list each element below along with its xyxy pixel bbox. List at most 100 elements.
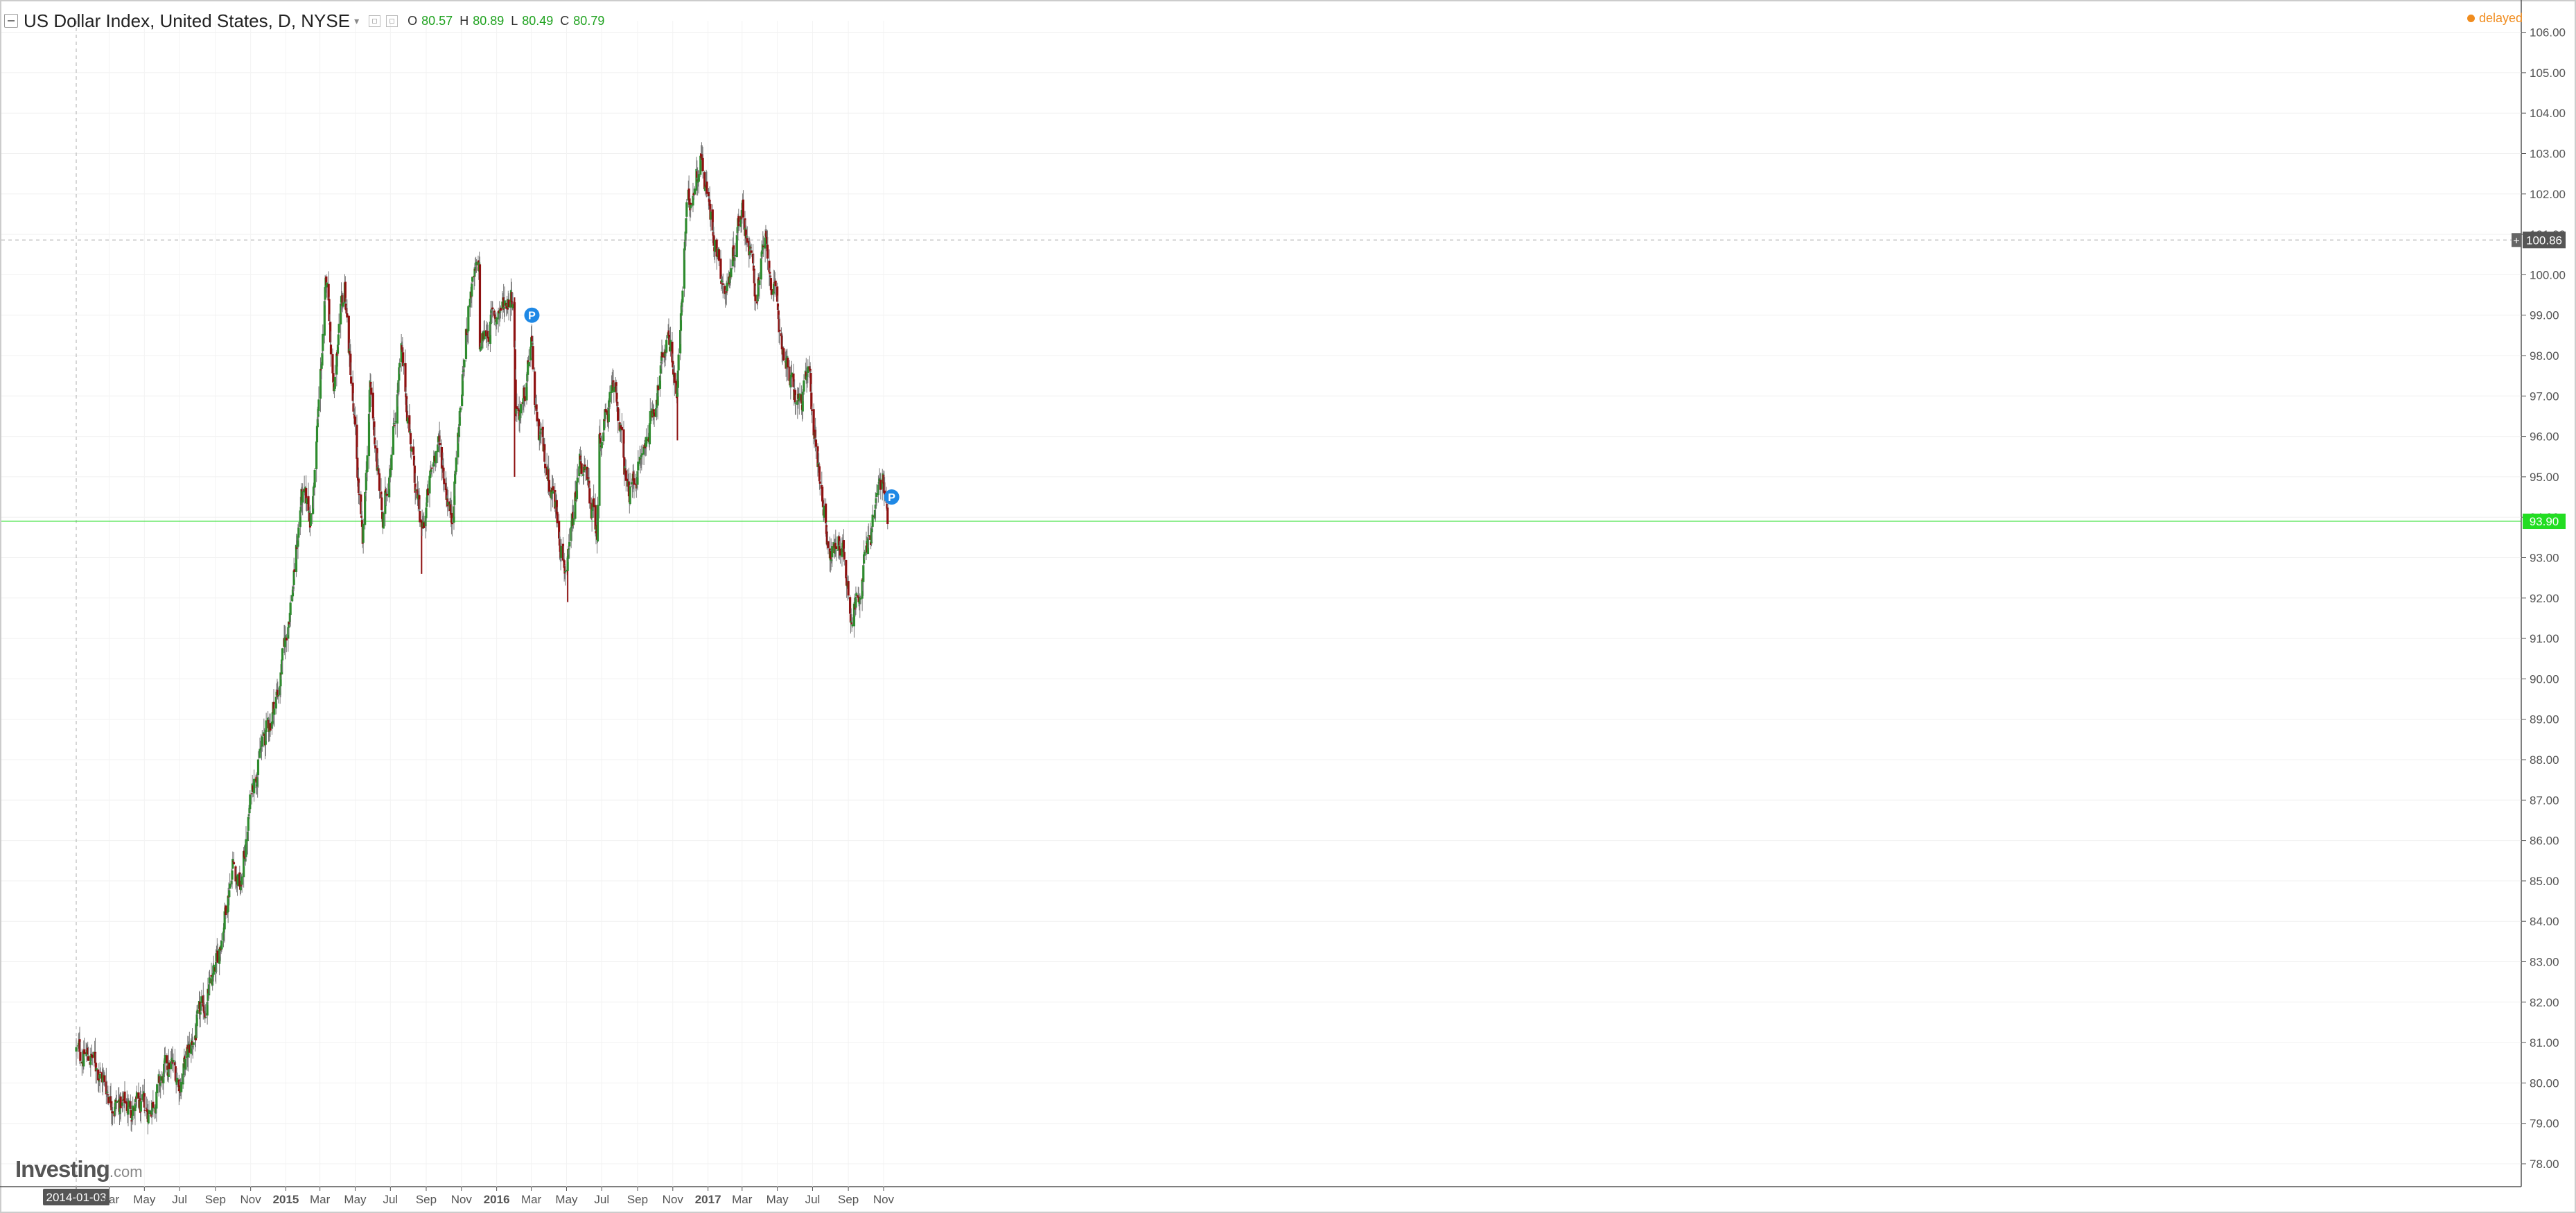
chart-title[interactable]: US Dollar Index, United States, D, NYSE (24, 10, 351, 31)
candle-up (199, 1011, 202, 1015)
collapse-legend-button[interactable] (4, 14, 18, 28)
candle-down (556, 512, 559, 523)
settings-icon[interactable] (369, 15, 381, 27)
candle-down (769, 278, 773, 290)
candle-down (188, 1044, 191, 1053)
candle-up (850, 620, 852, 623)
candle-down (202, 1005, 205, 1012)
candle-down (518, 410, 520, 420)
candle-up (866, 538, 870, 555)
candle-down (232, 860, 235, 862)
candle-down (544, 464, 547, 469)
candle-up (98, 1073, 101, 1079)
candle-down (166, 1065, 169, 1070)
crosshair-date-badge (43, 1189, 109, 1205)
candle-up (315, 441, 318, 469)
candle-down (94, 1063, 97, 1072)
candle-up (336, 344, 340, 354)
candle-up (139, 1101, 142, 1112)
current-price-badge (2523, 514, 2566, 530)
candle-up (362, 523, 365, 543)
candle-down (825, 503, 827, 524)
candle-up (570, 527, 572, 541)
candle-up (89, 1055, 92, 1065)
candle-up (758, 280, 761, 286)
candle-down (818, 464, 821, 466)
candle-up (525, 383, 528, 401)
y-tick-label: 103.00 (2530, 148, 2566, 161)
candle-up (458, 411, 461, 426)
candle-down (356, 457, 359, 478)
candle-up (338, 324, 340, 333)
crosshair-plus-icon[interactable] (2512, 233, 2521, 247)
candle-down (380, 491, 383, 498)
candle-up (773, 283, 776, 294)
candle-up (539, 431, 542, 435)
x-tick-label: May (344, 1193, 367, 1206)
candle-up (638, 456, 641, 464)
candle-up (699, 155, 702, 175)
candle-up (496, 317, 498, 325)
candle-up (760, 252, 763, 257)
candle-up (95, 1068, 98, 1071)
candle-up (195, 1024, 198, 1038)
marker-p-icon[interactable] (524, 307, 540, 323)
candle-up (677, 354, 680, 371)
candle-up (292, 570, 295, 585)
candle-down (277, 690, 279, 697)
candle-up (426, 489, 429, 503)
candle-down (537, 419, 541, 440)
x-tick-label: Jul (172, 1193, 187, 1206)
x-tick-label: May (133, 1193, 156, 1206)
candle-up (218, 948, 221, 964)
candle-down (561, 543, 565, 561)
candle-down (328, 299, 331, 322)
candle-down (599, 437, 602, 444)
candle-up (881, 482, 884, 489)
candle-up (796, 400, 799, 405)
candle-down (146, 1108, 148, 1109)
candle-down (402, 352, 405, 367)
candle-down (325, 276, 328, 286)
candle-up (182, 1073, 184, 1085)
candle-down (430, 467, 433, 469)
candle-up (518, 415, 521, 421)
candle-up (98, 1080, 100, 1082)
candle-up (93, 1051, 96, 1058)
candle-down (531, 343, 534, 344)
candle-up (710, 211, 712, 220)
chevron-down-icon[interactable]: ▾ (354, 15, 360, 26)
x-tick-label: Sep (838, 1193, 859, 1206)
candle-down (615, 392, 618, 402)
candle-up (247, 814, 250, 816)
candle-down (808, 366, 811, 370)
candle-up (291, 595, 294, 602)
candle-up (875, 493, 878, 498)
candle-up (222, 927, 225, 933)
candle-down (252, 785, 254, 790)
marker-p-icon[interactable] (884, 489, 900, 505)
candle-down (445, 489, 448, 500)
x-tick-label: 2016 (484, 1193, 510, 1206)
candle-up (483, 331, 486, 340)
candle-down (177, 1079, 180, 1092)
candle-down (530, 335, 534, 342)
candle-up (590, 509, 593, 518)
candle-up (853, 602, 856, 604)
investing-logo: Investing.com (15, 1156, 143, 1182)
candle-up (212, 964, 215, 975)
crosshair-price-badge (2523, 232, 2566, 249)
close-icon[interactable] (386, 15, 398, 27)
candle-up (790, 372, 794, 377)
candle-up (520, 404, 523, 414)
candle-down (845, 559, 848, 579)
candle-down (766, 236, 769, 244)
x-tick-label: Sep (205, 1193, 226, 1206)
candle-up (228, 890, 231, 898)
candle-down (378, 473, 381, 491)
candle-up (264, 730, 267, 745)
candle-down (216, 950, 219, 963)
candle-up (396, 394, 398, 424)
candle-down (843, 552, 845, 560)
